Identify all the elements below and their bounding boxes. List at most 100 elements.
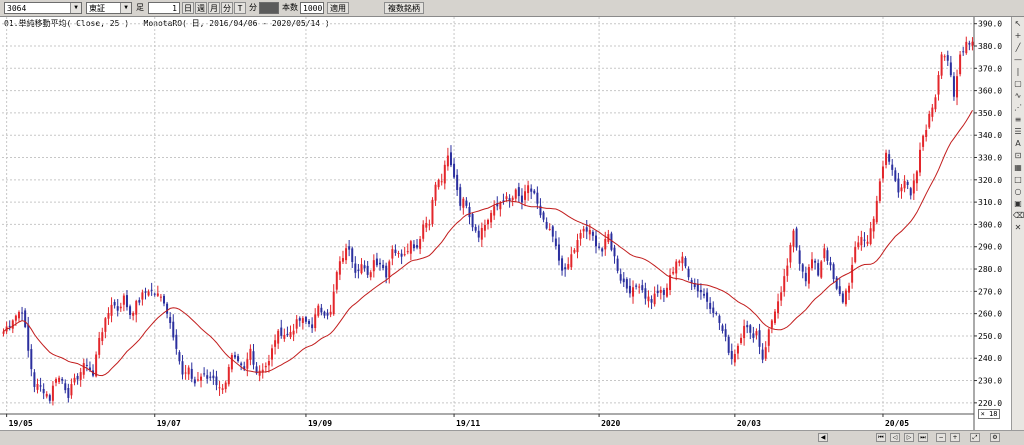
zigzag-icon[interactable]: ∿ [1014,91,1022,100]
candle-body [175,334,178,349]
zoom-level[interactable]: × 18 [978,409,1000,419]
period-button-day[interactable]: 日 [182,2,194,14]
candle-body [616,258,619,271]
candle-body [554,238,557,247]
zoom-in-icon[interactable]: + [950,433,960,442]
lock-icon[interactable]: ▢ [1014,79,1022,88]
period-count-value: 1 [172,4,177,13]
candle-body [391,249,394,259]
candle-body [163,295,165,304]
candle-body [919,149,921,173]
rectangle-icon[interactable]: □ [1014,175,1022,184]
candle-body [656,290,659,294]
candle-body [27,324,30,351]
market-select[interactable]: 東証 ▼ [86,2,132,14]
candle-body [721,325,724,332]
candle-body [45,393,48,397]
grid-tool-icon[interactable]: ▦ [1014,163,1022,172]
text-tool-icon[interactable]: A [1015,139,1021,148]
y-tick-label: 280.0 [978,265,1002,274]
chevron-down-icon[interactable]: ▼ [70,3,81,13]
delete-icon[interactable]: ✕ [1014,223,1022,232]
candle-body [394,249,397,254]
price-chart[interactable]: 220.0 230.0 240.0 250.0 260.0 270.0 280.0 290.0… [0,17,1011,430]
candle-body [178,352,181,362]
candle-body [246,359,249,369]
candle-body [841,293,844,303]
candle-body [289,332,292,338]
channel-icon[interactable]: ≡ [1014,115,1022,124]
scroll-next-icon[interactable]: ▷ [904,433,914,442]
fibonacci-icon[interactable]: ☰ [1014,127,1022,136]
candle-body [181,361,184,375]
candle-body [8,325,11,327]
symbol-select[interactable]: 3064 ▼ [4,2,82,14]
apply-button[interactable]: 適用 [327,2,349,14]
minute-input[interactable] [259,2,279,14]
candle-body [860,237,863,246]
vertical-line-icon[interactable]: | [1016,67,1020,76]
candle-body [814,260,817,263]
scroll-left-icon[interactable]: ◀ [818,433,828,442]
candle-body [166,303,169,314]
candle-body [249,348,252,360]
bars-label: 本数 [282,3,298,12]
candle-body [548,228,551,230]
crosshair-icon[interactable]: + [1014,31,1022,40]
chevron-down-icon[interactable]: ▼ [120,3,131,13]
candle-body [755,331,758,336]
x-tick-label: 19/11 [456,419,480,428]
candle-body [669,275,672,291]
cursor-icon[interactable]: ↖ [1014,19,1022,28]
scroll-end-icon[interactable]: ⏭ [918,433,928,442]
candle-body [317,305,320,316]
settings-icon[interactable]: ⚙ [990,433,1000,442]
period-button-month[interactable]: 月 [208,2,220,14]
candle-body [783,276,786,292]
eraser-icon[interactable]: ⌫ [1013,211,1024,220]
candle-body [604,239,607,250]
candle-body [468,206,471,218]
candle-body [104,318,107,332]
bars-input[interactable]: 1000 [300,2,324,14]
scroll-prev-icon[interactable]: ◁ [890,433,900,442]
period-label: 足 [136,3,144,12]
candle-body [835,277,838,289]
scroll-home-icon[interactable]: ⏮ [876,433,886,442]
fan-icon[interactable]: ⋰ [1014,103,1022,112]
expand-icon[interactable]: ⤢ [970,433,980,442]
candle-body [375,258,378,266]
candle-body [792,230,795,247]
trendline-icon[interactable]: ╱ [1015,43,1021,52]
candle-body [443,164,446,184]
related-stocks-button[interactable]: 複数銘柄 [384,2,424,14]
candle-body [801,264,804,272]
candle-body [490,212,493,223]
period-button-tick[interactable]: T [234,2,246,14]
candle-body [959,54,962,75]
period-count-input[interactable]: 1 [148,2,180,14]
ellipse-icon[interactable]: ○ [1014,187,1022,196]
candle-body [58,377,61,382]
drawing-tools-sidebar: ↖ + ╱ — | ▢ ∿ ⋰ ≡ ☰ A ⊡ ▦ □ ○ ▣ ⌫ ✕ [1011,17,1024,430]
minute-label: 分 [249,3,257,12]
candle-body [709,302,712,309]
candle-body [644,288,647,299]
period-button-minute[interactable]: 分 [221,2,233,14]
candle-body [419,239,422,249]
horizontal-line-icon[interactable]: — [1014,55,1022,64]
candle-body [770,320,773,328]
candle-body [823,248,826,259]
candle-body [937,75,940,95]
candle-body [17,312,20,319]
period-button-week[interactable]: 週 [195,2,207,14]
box-icon[interactable]: ▣ [1014,199,1022,208]
candle-body [496,203,499,207]
candle-body [487,219,489,225]
candle-body [107,313,110,319]
zoom-out-icon[interactable]: − [936,433,946,442]
candle-body [573,249,576,253]
label-icon[interactable]: ⊡ [1014,151,1022,160]
candle-body [520,195,523,203]
candle-body [638,286,641,288]
